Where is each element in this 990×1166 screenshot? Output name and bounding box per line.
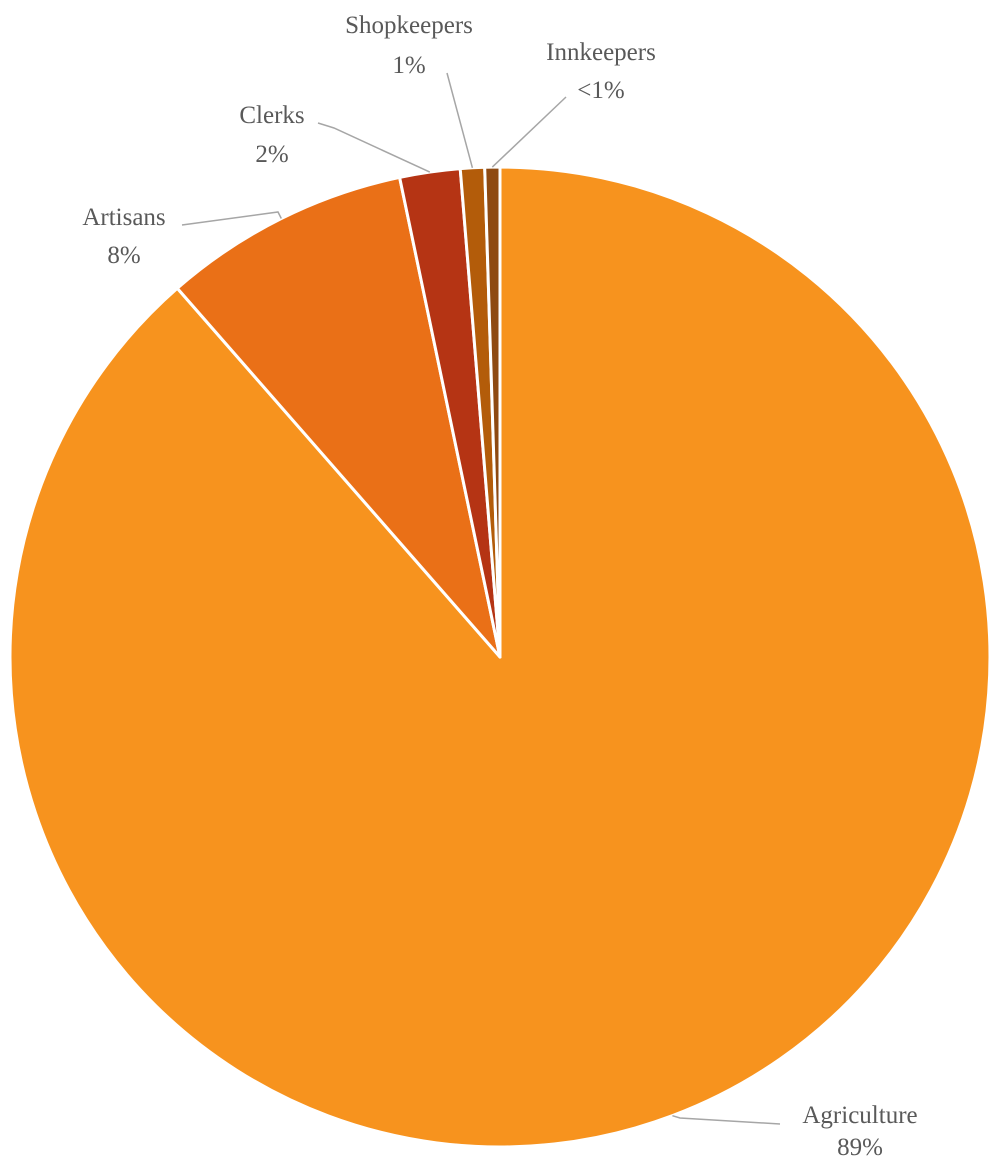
label-artisans-name: Artisans <box>82 204 165 231</box>
pie-slices <box>8 165 990 1149</box>
label-agriculture-name: Agriculture <box>802 1102 917 1129</box>
slice-labels: Agriculture 89% Artisans 8% Clerks 2% Sh… <box>82 12 917 1161</box>
label-innkeepers-name: Innkeepers <box>546 39 656 66</box>
pie-slice-artisans <box>175 175 502 659</box>
leader-lines <box>181 72 781 1125</box>
label-shopkeepers-value: 1% <box>392 52 425 79</box>
label-shopkeepers-name: Shopkeepers <box>345 12 473 39</box>
leader-line-artisans <box>181 211 282 226</box>
label-clerks-value: 2% <box>255 141 288 168</box>
label-artisans-value: 8% <box>107 242 140 269</box>
label-innkeepers-value: <1% <box>577 77 624 104</box>
leader-line-clerks <box>317 122 431 173</box>
label-agriculture-value: 89% <box>837 1134 883 1161</box>
leader-line-shopkeepers <box>446 72 474 168</box>
leader-line-agriculture <box>672 1114 781 1125</box>
label-clerks-name: Clerks <box>239 102 304 129</box>
leader-line-innkeepers <box>491 96 567 168</box>
